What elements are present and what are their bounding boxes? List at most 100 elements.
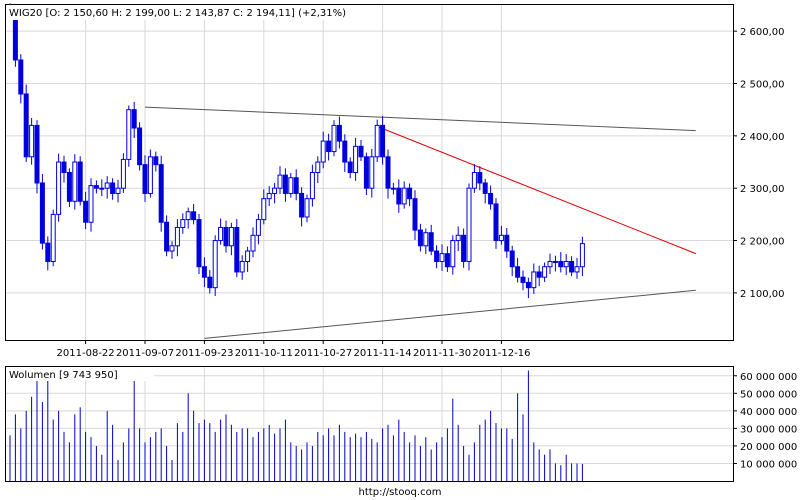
candle-up: [169, 245, 175, 252]
candle-down: [380, 124, 386, 158]
candle-up: [174, 226, 180, 247]
candle-up: [228, 226, 234, 247]
candle-up: [261, 198, 267, 221]
candle-down: [207, 276, 213, 289]
volume-panel: 10 000 000 20 000 000 30 000 000 40 000 000…: [5, 366, 797, 482]
candle-up: [353, 145, 359, 173]
price-y-tick-label: 2 300,00: [740, 184, 785, 195]
candle-up: [374, 124, 380, 158]
price-x-ticks: 2011-08-22 2011-09-07 2011-09-23 2011-10-11…: [57, 340, 530, 359]
candle-up: [450, 240, 456, 268]
candle-up: [72, 161, 78, 202]
candle-down: [569, 260, 575, 273]
volume-title: Wolumen [9 743 950]: [9, 370, 118, 381]
candle-down: [396, 187, 402, 205]
candle-up: [266, 192, 272, 200]
price-x-tick-label: 2011-10-27: [294, 348, 352, 359]
candle-down: [417, 229, 423, 247]
price-x-tick-label: 2011-12-16: [472, 348, 530, 359]
candle-up: [245, 250, 251, 262]
volume-y-ticks: 10 000 000 20 000 000 30 000 000 40 000 000…: [733, 372, 797, 470]
candle-up: [369, 156, 375, 189]
candle-down: [18, 59, 24, 95]
candle-down: [385, 156, 391, 189]
candle-up: [239, 260, 245, 273]
candle-up: [439, 253, 445, 262]
candle-down: [234, 226, 240, 273]
candle-down: [515, 266, 521, 278]
candle-up: [120, 158, 126, 189]
price-panel: 2 100,00 2 200,00 2 300,00 2 400,00 2 500,00…: [5, 3, 785, 359]
candle-down: [77, 161, 83, 202]
candle-down: [482, 182, 488, 194]
candle-down: [428, 232, 434, 252]
candle-down: [347, 161, 353, 173]
candle-up: [185, 211, 191, 221]
candle-down: [558, 260, 564, 268]
candle-up: [390, 187, 396, 190]
candle-up: [277, 174, 283, 189]
volume-y-tick-label: 20 000 000: [740, 442, 797, 453]
candle-up: [574, 266, 580, 273]
candle-up: [104, 182, 110, 189]
candle-down: [66, 172, 72, 202]
candle-up: [126, 109, 132, 160]
price-trendlines: [144, 106, 696, 339]
candle-up: [255, 219, 261, 236]
volume-y-tick-label: 60 000 000: [740, 372, 797, 383]
candle-down: [488, 192, 494, 205]
price-title: WIG20 [O: 2 150,60 H: 2 199,00 L: 2 143,…: [9, 8, 346, 19]
candle-up: [455, 234, 461, 242]
candle-up: [147, 156, 153, 194]
candle-down: [23, 93, 29, 158]
candle-up: [288, 177, 294, 194]
candle-down: [93, 185, 99, 189]
candle-up: [212, 240, 218, 289]
candle-down: [34, 124, 40, 184]
volume-y-tick-label: 10 000 000: [740, 459, 797, 470]
price-y-tick-label: 2 400,00: [740, 132, 785, 143]
candle-up: [250, 234, 256, 252]
price-y-tick-label: 2 600,00: [740, 27, 785, 38]
price-title-bg: [6, 5, 340, 20]
source-footer: http://stooq.com: [359, 487, 442, 498]
candle-down: [282, 174, 288, 194]
candle-down: [477, 172, 483, 184]
candle-down: [525, 281, 531, 289]
candle-up: [218, 226, 224, 242]
candle-down: [39, 182, 45, 244]
candle-down: [536, 271, 542, 278]
candle-up: [315, 161, 321, 173]
price-candles: [7, 3, 585, 299]
candle-down: [412, 198, 418, 231]
candle-down: [299, 192, 305, 218]
candle-up: [547, 260, 553, 268]
candle-down: [142, 164, 148, 194]
candle-up: [563, 260, 569, 268]
price-y-tick-label: 2 100,00: [740, 289, 785, 300]
volume-title-bg: [6, 367, 154, 381]
candle-down: [293, 177, 299, 194]
candle-up: [309, 172, 315, 200]
candle-up: [552, 260, 558, 263]
candle-down: [83, 200, 89, 223]
trendline: [204, 289, 696, 339]
price-x-tick-label: 2011-11-14: [354, 348, 412, 359]
candle-up: [272, 187, 278, 194]
volume-y-tick-label: 40 000 000: [740, 407, 797, 418]
price-x-tick-label: 2011-11-30: [413, 348, 471, 359]
candle-down: [223, 226, 229, 247]
candle-down: [12, 14, 18, 61]
candle-down: [137, 127, 143, 166]
price-x-tick-label: 2011-09-07: [116, 348, 174, 359]
candle-down: [444, 253, 450, 268]
candle-down: [407, 187, 413, 200]
price-x-tick-label: 2011-08-22: [57, 348, 115, 359]
candle-down: [509, 250, 515, 268]
candle-down: [153, 156, 159, 166]
candle-up: [320, 140, 326, 163]
candle-down: [164, 221, 170, 252]
volume-grid: [6, 367, 733, 481]
price-y-ticks: 2 100,00 2 200,00 2 300,00 2 400,00 2 500,00…: [733, 27, 785, 300]
